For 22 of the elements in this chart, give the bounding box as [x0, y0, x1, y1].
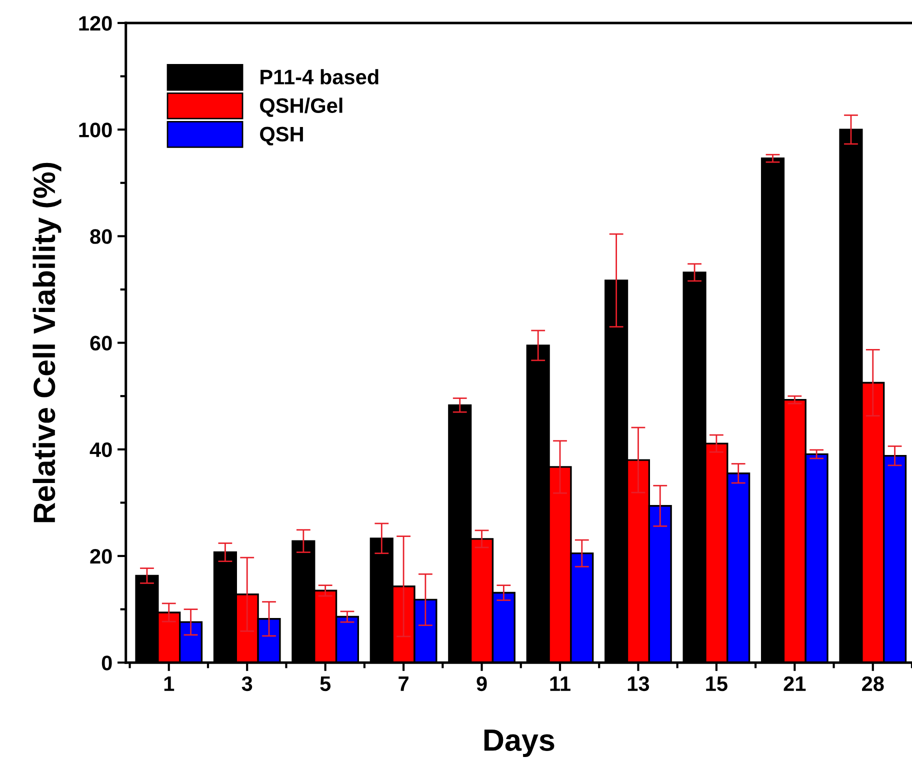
- x-axis-title: Days: [484, 730, 554, 758]
- y-tick-label: 100: [79, 122, 112, 138]
- y-tick-label: 20: [90, 548, 112, 564]
- y-tick-label: 0: [102, 656, 112, 670]
- y-tick-label: 40: [90, 442, 112, 458]
- x-tick-label: 7: [398, 676, 408, 691]
- x-tick-label: 5: [320, 676, 331, 692]
- y-tick-label: 60: [90, 336, 112, 351]
- x-tick-label: 3: [242, 676, 252, 692]
- y-axis-title: Relative Cell Viability (%): [32, 162, 62, 522]
- x-tick-label: 28: [862, 676, 884, 692]
- x-tick-label: 15: [706, 676, 728, 692]
- x-tick-label: 9: [476, 676, 487, 692]
- y-tick-label: 120: [79, 16, 112, 31]
- legend-label: QSH/Gel: [260, 98, 342, 117]
- legend-label: P11-4 based: [260, 69, 378, 84]
- x-tick-label: 11: [550, 676, 570, 691]
- x-tick-label: 13: [628, 676, 650, 692]
- legend-label: QSH: [260, 126, 303, 146]
- x-tick-label: 1: [164, 676, 174, 691]
- y-tick-label: 80: [90, 229, 112, 244]
- x-tick-label: 21: [784, 676, 806, 691]
